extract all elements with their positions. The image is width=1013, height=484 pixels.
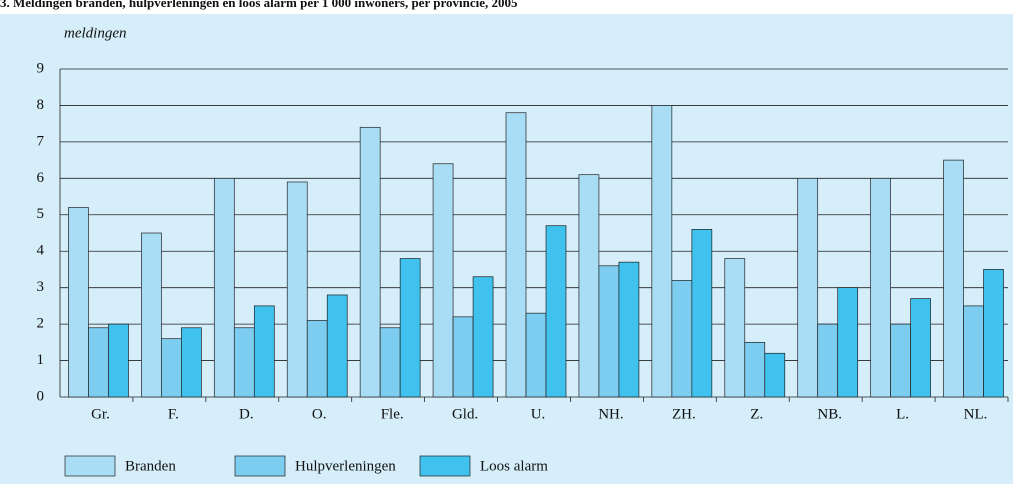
- x-tick-label: Gld.: [452, 406, 478, 422]
- x-tick-label: F.: [168, 406, 179, 422]
- y-tick-label: 4: [37, 243, 45, 259]
- x-tick-label: Gr.: [91, 406, 110, 422]
- legend-label: Loos alarm: [480, 458, 548, 474]
- bar: [432, 163, 454, 398]
- bar: [744, 341, 766, 398]
- bar: [505, 112, 527, 398]
- bar: [379, 327, 401, 398]
- y-tick-label: 9: [37, 60, 45, 76]
- bar: [359, 126, 381, 398]
- bar: [108, 323, 129, 398]
- bar: [598, 265, 620, 398]
- chart-title: 3. Meldingen branden, hulpverleningen en…: [0, 0, 518, 10]
- x-tick-label: O.: [312, 406, 327, 422]
- x-tick-label: U.: [531, 406, 546, 422]
- legend-swatch: [64, 455, 116, 477]
- bar: [618, 261, 640, 398]
- legend-swatch: [234, 455, 286, 477]
- bar: [326, 294, 348, 398]
- bar: [68, 207, 89, 398]
- bar: [797, 177, 819, 398]
- bar: [651, 105, 673, 398]
- y-tick-label: 7: [37, 133, 45, 149]
- y-tick-label: 0: [37, 388, 45, 404]
- legend-label: Branden: [125, 458, 176, 474]
- bar: [910, 298, 931, 398]
- bar: [181, 327, 202, 398]
- x-tick-label: L.: [896, 406, 909, 422]
- y-axis-label: meldingen: [64, 25, 126, 41]
- x-tick-label: D.: [239, 406, 254, 422]
- bar: [724, 258, 746, 398]
- bar: [472, 276, 494, 398]
- x-tick-label: NL.: [964, 406, 988, 422]
- bar: [578, 174, 600, 398]
- bar: [691, 229, 713, 398]
- bar: [545, 225, 567, 398]
- bar: [671, 280, 693, 398]
- bar: [452, 316, 474, 398]
- bar: [253, 305, 275, 398]
- y-tick-label: 5: [37, 206, 45, 222]
- bar: [233, 327, 255, 398]
- legend-swatch: [419, 455, 471, 477]
- bar: [983, 269, 1004, 398]
- bar: [306, 320, 328, 398]
- bar: [525, 312, 547, 398]
- bar: [399, 258, 421, 398]
- x-tick-label: ZH.: [672, 406, 696, 422]
- bar: [88, 327, 109, 398]
- y-tick-label: 2: [37, 316, 45, 332]
- x-tick-label: Fle.: [381, 406, 404, 422]
- bar: [870, 177, 891, 398]
- bar: [213, 177, 235, 398]
- y-tick-label: 8: [37, 97, 45, 113]
- legend-label: Hulpverleningen: [295, 458, 396, 474]
- y-tick-label: 6: [37, 170, 45, 186]
- bar: [764, 352, 786, 398]
- bar: [161, 338, 182, 398]
- bar: [890, 323, 911, 398]
- bar: [286, 181, 308, 398]
- bar: [837, 287, 859, 398]
- y-tick-label: 3: [37, 279, 45, 295]
- x-tick-label: NB.: [817, 406, 842, 422]
- x-tick-label: NH.: [598, 406, 623, 422]
- bar: [963, 305, 984, 398]
- x-tick-label: Z.: [750, 406, 763, 422]
- bar: [943, 159, 964, 398]
- bar: [817, 323, 839, 398]
- y-tick-label: 1: [37, 352, 45, 368]
- bar: [141, 232, 162, 398]
